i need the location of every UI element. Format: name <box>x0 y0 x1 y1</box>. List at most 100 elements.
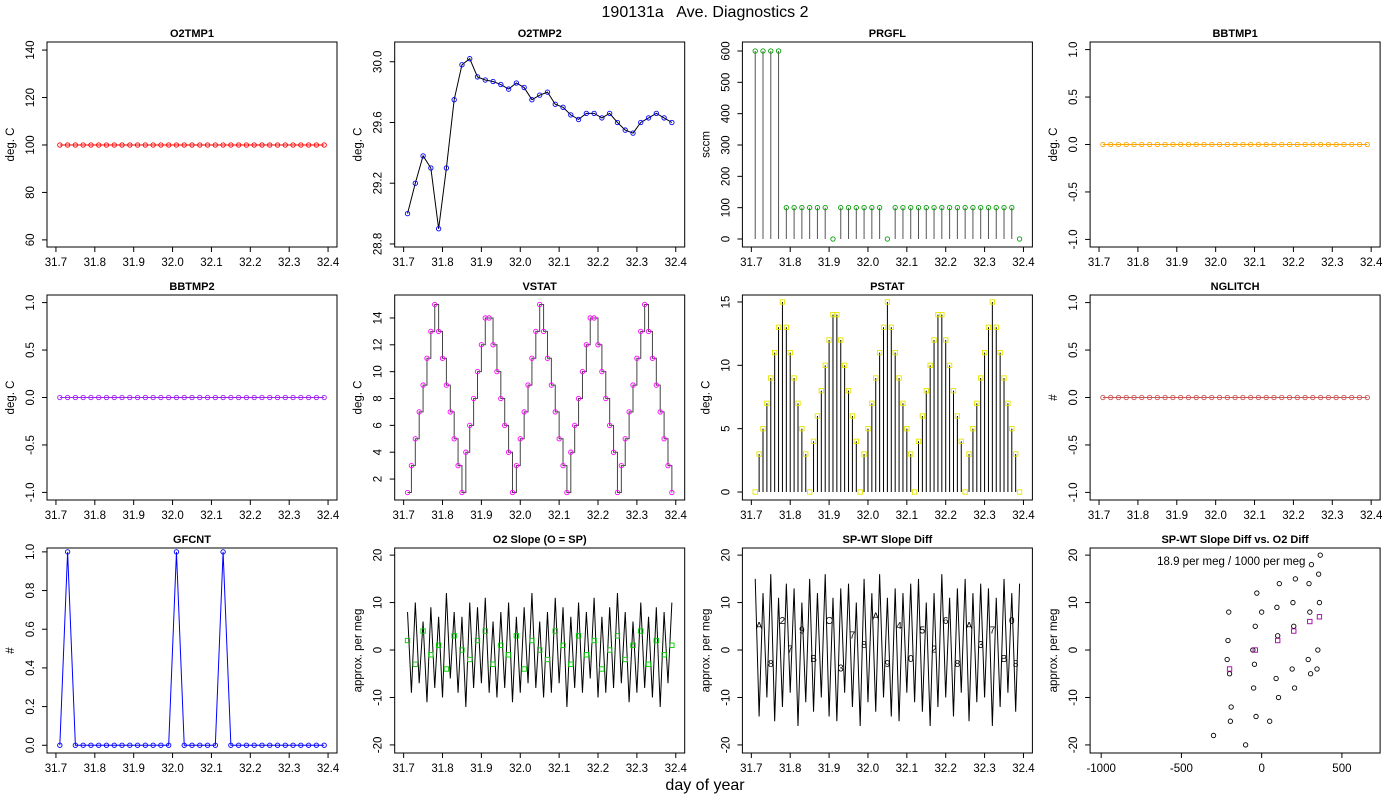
plot-frame <box>46 41 338 248</box>
x-tick-label: 32.2 <box>587 510 609 522</box>
point <box>970 205 976 211</box>
point <box>568 449 574 455</box>
y-tick-label: 0.5 <box>25 342 37 358</box>
y-tick-label: 1.0 <box>1068 42 1080 58</box>
point <box>204 142 211 148</box>
point <box>985 205 992 211</box>
point <box>795 400 801 406</box>
point <box>564 489 570 496</box>
point <box>822 362 828 368</box>
point <box>853 205 859 211</box>
point <box>787 349 793 356</box>
point <box>1364 394 1370 401</box>
point <box>544 355 551 361</box>
point-label: 4 <box>896 621 902 632</box>
point <box>791 375 797 381</box>
point <box>158 394 164 401</box>
point <box>931 205 937 211</box>
point <box>1247 394 1254 401</box>
x-tick-label: 32.1 <box>896 510 918 522</box>
panel: BBTMP1 deg. C 31.7 31.8 31.9 32.0 32.1 32.2 32.3… <box>1048 28 1383 269</box>
y-tick-label: -10 <box>720 689 732 706</box>
point-label: 7 <box>850 630 856 641</box>
point <box>974 400 980 406</box>
point <box>181 142 187 148</box>
point <box>939 205 945 211</box>
point <box>451 633 457 639</box>
point-label: B <box>810 654 817 665</box>
point <box>638 328 644 335</box>
x-tick-label: 31.9 <box>818 257 840 269</box>
point <box>649 355 656 361</box>
plot-frame <box>1089 547 1381 754</box>
plot-frame <box>394 41 686 248</box>
point <box>923 388 929 394</box>
y-tick-label: 600 <box>720 41 732 60</box>
point <box>235 142 242 148</box>
point <box>1009 205 1015 211</box>
point-label: 2 <box>780 616 786 627</box>
point <box>282 142 288 148</box>
plot-area <box>1210 552 1323 748</box>
point <box>451 436 457 442</box>
point <box>1226 609 1232 615</box>
point <box>166 394 172 401</box>
point <box>166 742 172 748</box>
point <box>80 394 86 401</box>
point <box>197 394 203 401</box>
point <box>321 394 327 401</box>
point <box>1210 732 1217 739</box>
point <box>1123 141 1129 148</box>
y-tick-label: 14 <box>373 311 385 324</box>
y-tick-label: 60 <box>25 233 37 246</box>
point <box>1349 394 1355 401</box>
x-tick-label: 31.7 <box>740 763 762 775</box>
point <box>142 742 149 748</box>
point-label: 8 <box>861 640 867 651</box>
x-tick-label: 31.7 <box>1088 257 1110 269</box>
point <box>111 742 117 748</box>
point <box>653 110 659 117</box>
point <box>579 369 586 375</box>
panel: SP-WT Slope Diff vs. O2 Diff approx. per … <box>1048 534 1381 775</box>
y-tick-label: 1.0 <box>25 295 37 311</box>
point <box>267 394 273 401</box>
x-tick-label: 32.4 <box>665 257 688 269</box>
point <box>814 205 821 211</box>
x-tick-label: 32.2 <box>587 257 609 269</box>
x-tick-label: 32.0 <box>509 257 531 269</box>
x-tick-label: 31.9 <box>1166 257 1188 269</box>
x-tick-label: -500 <box>1170 763 1193 775</box>
panel-title: SP-WT Slope Diff vs. O2 Diff <box>1161 534 1309 546</box>
point <box>1341 141 1347 148</box>
point <box>1209 141 1215 148</box>
point <box>474 369 481 375</box>
point <box>220 394 226 401</box>
point <box>630 130 636 136</box>
point <box>568 661 574 667</box>
point <box>896 375 902 381</box>
point <box>775 48 782 54</box>
point <box>57 742 63 748</box>
point <box>490 661 496 667</box>
y-tick-label: 2 <box>373 476 385 482</box>
point <box>807 205 813 211</box>
point <box>150 142 156 148</box>
y-tick-label: -0.5 <box>1068 182 1080 202</box>
point <box>661 115 667 121</box>
point <box>1271 141 1277 148</box>
point <box>997 349 1003 356</box>
x-tick-label: 31.9 <box>818 510 840 522</box>
point <box>521 84 527 91</box>
point <box>408 462 415 469</box>
panel: GFCNT #31.7 31.8 31.9 32.0 32.1 32.2 32.3 32.4 0.… <box>5 534 340 775</box>
panel-title: NGLITCH <box>1211 281 1260 293</box>
point <box>57 142 63 148</box>
point <box>533 328 539 335</box>
point <box>64 142 71 148</box>
point <box>420 382 426 388</box>
point <box>1224 394 1230 401</box>
x-tick-label: 31.8 <box>1127 257 1149 269</box>
point <box>552 101 558 107</box>
y-tick-label: 12 <box>373 338 385 351</box>
